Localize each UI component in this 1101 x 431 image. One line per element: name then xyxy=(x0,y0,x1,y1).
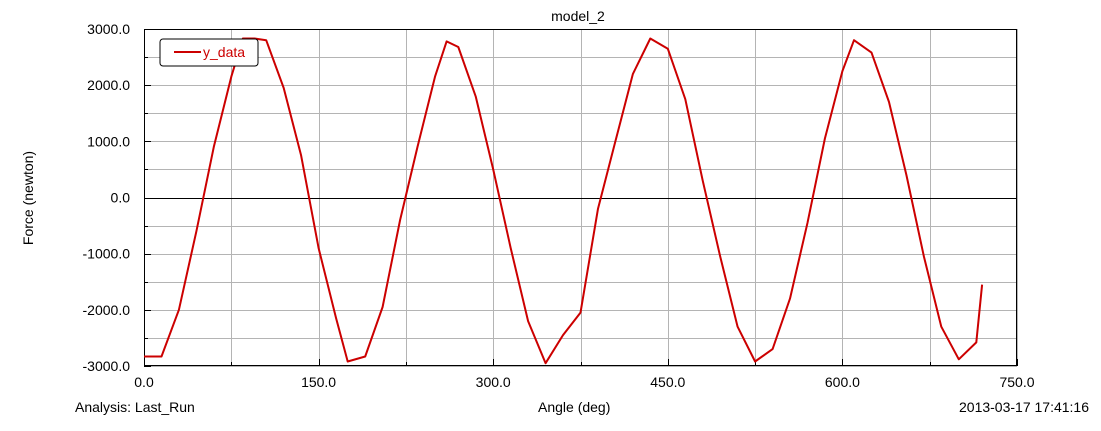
plot-background xyxy=(144,29,1017,366)
legend-box xyxy=(159,38,259,67)
x-tick-label: 150.0 xyxy=(301,374,336,390)
y-tick-label: 2000.0 xyxy=(87,77,130,93)
x-tick-label: 450.0 xyxy=(650,374,685,390)
axes-layer: 0.0 150.0 300.0 450.0 600.0 750.0 -3000.0 -2000… xyxy=(83,21,1035,390)
grid-layer xyxy=(144,29,1018,367)
plot-frame xyxy=(144,29,1017,366)
x-tick-label: 600.0 xyxy=(825,374,860,390)
y-tick-label: 0.0 xyxy=(111,190,131,206)
series-line-y_data xyxy=(144,37,984,365)
y-tick-label: 1000.0 xyxy=(87,133,130,149)
legend-label: y_data xyxy=(203,44,245,60)
y-tick-label: 3000.0 xyxy=(87,21,130,37)
timestamp-label: 2013-03-17 17:41:16 xyxy=(959,399,1089,415)
legend[interactable]: y_data xyxy=(159,38,259,67)
chart-title: model_2 xyxy=(551,8,605,24)
x-axis-label: Angle (deg) xyxy=(538,399,611,415)
y-tick-label: -3000.0 xyxy=(83,358,131,374)
series-layer xyxy=(144,37,984,365)
x-tick-label: 300.0 xyxy=(476,374,511,390)
y-axis-label: Force (newton) xyxy=(20,151,36,245)
y-tick-label: -1000.0 xyxy=(83,246,131,262)
x-tick-label: 0.0 xyxy=(134,374,154,390)
analysis-label: Analysis: Last_Run xyxy=(75,399,195,415)
y-tick-label: -2000.0 xyxy=(83,302,131,318)
x-tick-label: 750.0 xyxy=(999,374,1034,390)
